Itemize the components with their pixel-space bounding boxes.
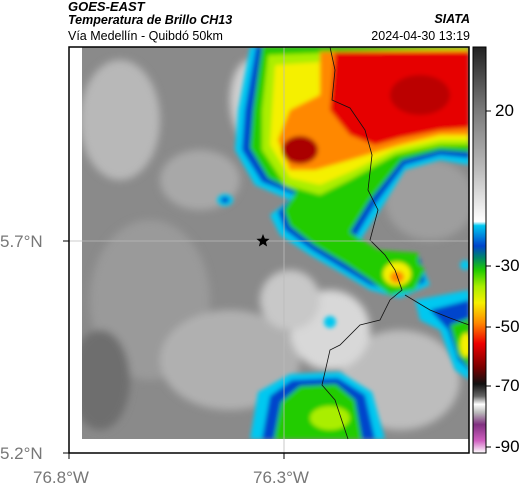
- lon-label-76-3: 76.3°W: [253, 468, 309, 487]
- colorbar-label-minus-70: -70: [495, 376, 520, 395]
- organization-label: SIATA: [434, 12, 470, 26]
- colorbar-label-20: 20: [495, 101, 514, 120]
- border-line: [321, 46, 403, 440]
- datetime-label: 2024-04-30 13:19: [371, 29, 470, 43]
- map-frame: [68, 46, 470, 454]
- lat-label-5-2: 5.2°N: [0, 444, 43, 463]
- colorbar-label-minus-50: -50: [495, 317, 520, 336]
- star-icon: [256, 234, 270, 247]
- product-title: Temperatura de Brillo CH13: [68, 13, 233, 27]
- satellite-name: GOES-EAST: [68, 0, 145, 14]
- colorbar-label-minus-90: -90: [495, 437, 520, 456]
- colorbar: [472, 46, 491, 454]
- region-label: Vía Medellín - Quibdó 50km: [68, 29, 223, 43]
- colorbar-label-minus-30: -30: [495, 256, 520, 275]
- lon-label-76-8: 76.8°W: [33, 468, 89, 487]
- lat-label-5-7: 5.7°N: [0, 232, 43, 251]
- satellite-imagery: [82, 47, 469, 439]
